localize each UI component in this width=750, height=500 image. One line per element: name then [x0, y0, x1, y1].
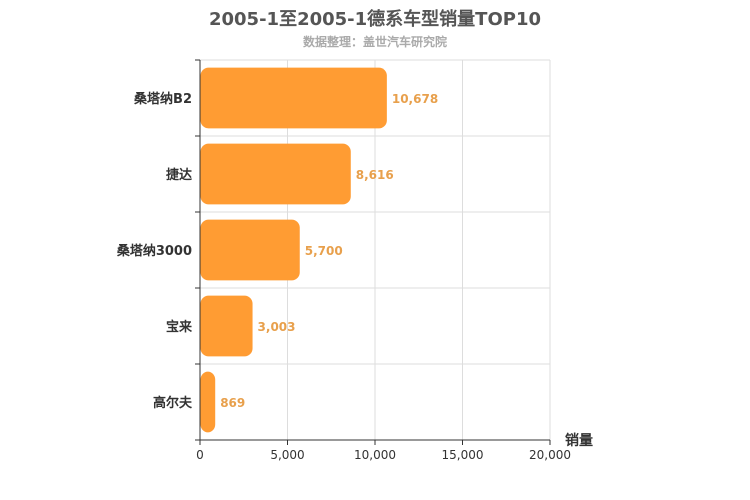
x-tick-label-1: 5,000 [270, 448, 304, 462]
data-label-3: 3,003 [258, 320, 296, 334]
x-tick-label-0: 0 [196, 448, 204, 462]
category-label-3: 宝来 [166, 319, 193, 335]
bar-3 [200, 295, 253, 357]
x-tick-label-2: 10,000 [354, 448, 396, 462]
category-label-4: 高尔夫 [153, 395, 193, 411]
data-label-4: 869 [220, 396, 245, 410]
x-axis-title: 销量 [565, 432, 593, 449]
data-label-0: 10,678 [392, 92, 438, 106]
data-label-2: 5,700 [305, 244, 343, 258]
chart-title: 2005-1至2005-1德系车型销量TOP10 [208, 9, 541, 30]
category-label-2: 桑塔纳3000 [116, 243, 192, 259]
category-label-0: 桑塔纳B2 [133, 91, 192, 107]
category-label-1: 捷达 [166, 167, 192, 183]
bar-1 [200, 143, 351, 205]
bar-4 [200, 371, 216, 433]
bar-0 [200, 67, 387, 129]
x-tick-label-3: 15,000 [442, 448, 484, 462]
data-label-1: 8,616 [356, 168, 394, 182]
x-tick-label-4: 20,000 [529, 448, 571, 462]
bar-2 [200, 219, 300, 281]
chart-subtitle: 数据整理：盖世汽车研究院 [302, 35, 447, 49]
